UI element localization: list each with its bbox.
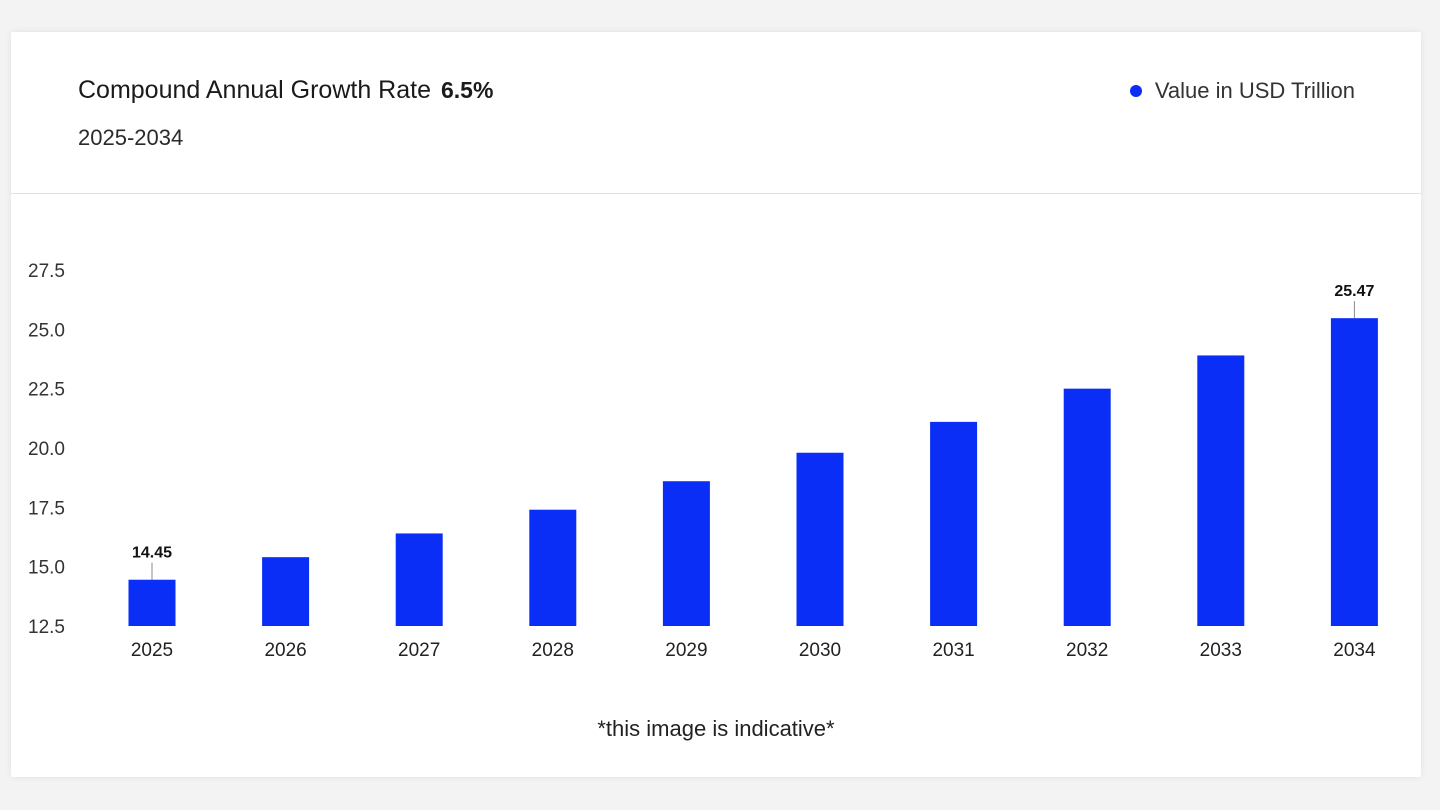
x-tick-label: 2026 — [264, 640, 306, 661]
y-tick-label: 20.0 — [28, 439, 65, 460]
x-tick-label: 2033 — [1200, 640, 1242, 661]
y-tick-label: 22.5 — [28, 380, 65, 401]
x-tick-label: 2025 — [131, 640, 173, 661]
cagr-heading: Compound Annual Growth Rate 6.5% — [78, 76, 493, 105]
bar-2027 — [395, 533, 443, 626]
y-tick-label: 17.5 — [28, 498, 65, 519]
bar-2028 — [529, 509, 577, 626]
bar-2026 — [262, 557, 310, 626]
y-tick-label: 15.0 — [28, 558, 65, 579]
bar-2034 — [1330, 318, 1378, 626]
x-tick-label: 2031 — [932, 640, 974, 661]
legend-marker — [1129, 85, 1142, 97]
data-label: 14.45 — [132, 545, 172, 562]
y-tick-label: 27.5 — [28, 261, 65, 282]
bar-2032 — [1063, 388, 1111, 626]
y-tick-label: 12.5 — [28, 617, 65, 638]
x-tick-label: 2030 — [799, 640, 841, 661]
cagr-value: 6.5% — [441, 77, 494, 103]
x-tick-label: 2027 — [398, 640, 440, 661]
period-label: 2025-2034 — [78, 125, 184, 150]
cagr-label: Compound Annual Growth Rate — [78, 76, 431, 104]
bar-chart: 12.5 15.0 17.5 20.0 22.5 25.0 27.5 2025 14.45 202… — [28, 261, 1378, 661]
data-label: 25.47 — [1334, 283, 1374, 300]
bar-2031 — [930, 421, 978, 626]
x-tick-label: 2032 — [1066, 640, 1108, 661]
indicative-note: *this image is indicative* — [597, 716, 835, 741]
legend-label: Value in USD Trillion — [1154, 78, 1355, 103]
chart-card: Compound Annual Growth Rate 6.5% 2025-203… — [11, 32, 1421, 777]
bar-2029 — [662, 481, 710, 626]
chart-legend: Value in USD Trillion — [1129, 78, 1355, 104]
bar-2033 — [1197, 355, 1245, 626]
x-tick-label: 2034 — [1333, 640, 1376, 661]
x-tick-label: 2029 — [665, 640, 707, 661]
x-tick-label: 2028 — [532, 640, 574, 661]
chart-header: Compound Annual Growth Rate 6.5% 2025-203… — [11, 32, 1421, 194]
bar-2025 — [128, 579, 176, 626]
bar-2030 — [796, 452, 844, 626]
y-tick-label: 25.0 — [28, 320, 65, 341]
